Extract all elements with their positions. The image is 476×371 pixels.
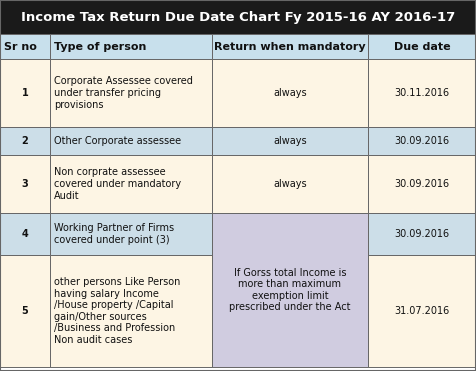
Bar [212,213,368,367]
Text: always: always [273,179,307,189]
Text: Due date: Due date [394,42,450,52]
Bar [0,155,50,213]
Bar [0,34,50,59]
Bar [0,0,476,34]
Bar [212,127,368,155]
Bar [50,127,212,155]
Bar [368,59,476,127]
Bar [368,34,476,59]
Bar [368,255,476,367]
Text: 3: 3 [21,179,29,189]
Text: Non corprate assessee
covered under mandatory
Audit: Non corprate assessee covered under mand… [54,167,181,201]
Text: 30.09.2016: 30.09.2016 [395,229,449,239]
Bar [368,213,476,255]
Bar [0,59,50,127]
Text: Sr no: Sr no [4,42,37,52]
Text: always: always [273,88,307,98]
Bar [50,255,212,367]
Text: Type of person: Type of person [54,42,147,52]
Text: other persons Like Person
having salary Income
/House property /Capital
gain/Oth: other persons Like Person having salary … [54,277,180,345]
Bar [368,155,476,213]
Text: Working Partner of Firms
covered under point (3): Working Partner of Firms covered under p… [54,223,174,245]
Text: Other Corporate assessee: Other Corporate assessee [54,136,181,146]
Text: Corporate Assessee covered
under transfer pricing
provisions: Corporate Assessee covered under transfe… [54,76,193,109]
Text: always: always [273,136,307,146]
Text: 5: 5 [21,306,29,316]
Bar [50,155,212,213]
Bar [0,255,50,367]
Bar [50,213,212,255]
Bar [212,155,368,213]
Text: 30.09.2016: 30.09.2016 [395,179,449,189]
Bar [50,59,212,127]
Text: Income Tax Return Due Date Chart Fy 2015-16 AY 2016-17: Income Tax Return Due Date Chart Fy 2015… [21,10,455,23]
Text: 4: 4 [21,229,29,239]
Text: 30.11.2016: 30.11.2016 [395,88,449,98]
Text: 30.09.2016: 30.09.2016 [395,136,449,146]
Text: 2: 2 [21,136,29,146]
Bar [212,59,368,127]
Bar [0,127,50,155]
Text: If Gorss total Income is
more than maximum
exemption limit
prescribed under the : If Gorss total Income is more than maxim… [229,267,351,312]
Bar [368,127,476,155]
Text: Return when mandatory: Return when mandatory [214,42,366,52]
Bar [50,34,212,59]
Text: 31.07.2016: 31.07.2016 [395,306,450,316]
Text: 1: 1 [21,88,29,98]
Bar [0,213,50,255]
Bar [212,34,368,59]
